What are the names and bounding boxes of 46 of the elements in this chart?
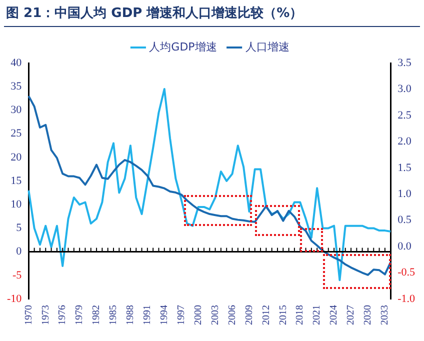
x-tick-label: 2012: [260, 305, 272, 325]
x-tick-label: 2000: [192, 305, 204, 325]
y2-tick-label: 1.5: [398, 162, 412, 174]
y-tick-label: 40: [10, 56, 22, 69]
x-tick-label: 2003: [210, 305, 221, 325]
x-tick-label: 1982: [91, 305, 102, 325]
x-tick-label: 2021: [312, 305, 323, 325]
x-tick-label: 1997: [176, 305, 187, 325]
y-tick-label: -5: [12, 269, 22, 282]
x-tick-label: 1991: [142, 305, 154, 325]
x-tick-label: 1994: [159, 305, 170, 325]
y-tick-label: 30: [10, 104, 22, 116]
y-tick-label: 15: [10, 174, 22, 187]
x-tick-label: 2030: [362, 305, 374, 325]
chart-title: 图 21：中国人均 GDP 增速和人口增速比较（%）: [6, 5, 303, 22]
y2-tick-label: 0.5: [398, 214, 412, 226]
x-tick-label: 2009: [244, 305, 255, 325]
legend-label: 人口增速: [245, 40, 290, 54]
y-tick-label: 35: [10, 80, 22, 92]
x-tick-label: 1988: [125, 305, 136, 325]
y2-tick-label: 3.5: [398, 56, 412, 69]
y-tick-label: 20: [10, 151, 22, 164]
x-tick-label: 2006: [226, 305, 238, 325]
y2-tick-label: -0.5: [398, 266, 416, 279]
y-tick-label: 0: [16, 246, 22, 258]
y-tick-label: -10: [6, 292, 22, 305]
x-tick-label: 1979: [74, 305, 86, 325]
x-tick-label: 2027: [346, 305, 357, 325]
y2-tick-label: 3.0: [398, 83, 412, 96]
x-tick-label: 1970: [23, 305, 34, 325]
x-tick-label: 1985: [108, 305, 120, 325]
x-tick-label: 2033: [380, 305, 391, 325]
y-tick-label: 10: [10, 198, 22, 210]
x-tick-label: 2018: [294, 305, 306, 325]
y2-tick-label: 1.0: [398, 188, 412, 200]
y2-tick-label: 0.0: [398, 240, 412, 252]
y-tick-label: 5: [16, 222, 22, 234]
x-tick-label: 1976: [57, 305, 68, 325]
x-tick-label: 2024: [328, 305, 340, 325]
y2-tick-label: -1.0: [398, 292, 416, 305]
x-tick-label: 2015: [278, 305, 289, 325]
y2-tick-label: 2.5: [398, 109, 412, 122]
x-tick-label: 1973: [40, 305, 52, 325]
y2-tick-label: 2.0: [398, 136, 412, 148]
legend-label: 人均GDP增速: [149, 40, 217, 54]
y-tick-label: 25: [10, 128, 22, 140]
